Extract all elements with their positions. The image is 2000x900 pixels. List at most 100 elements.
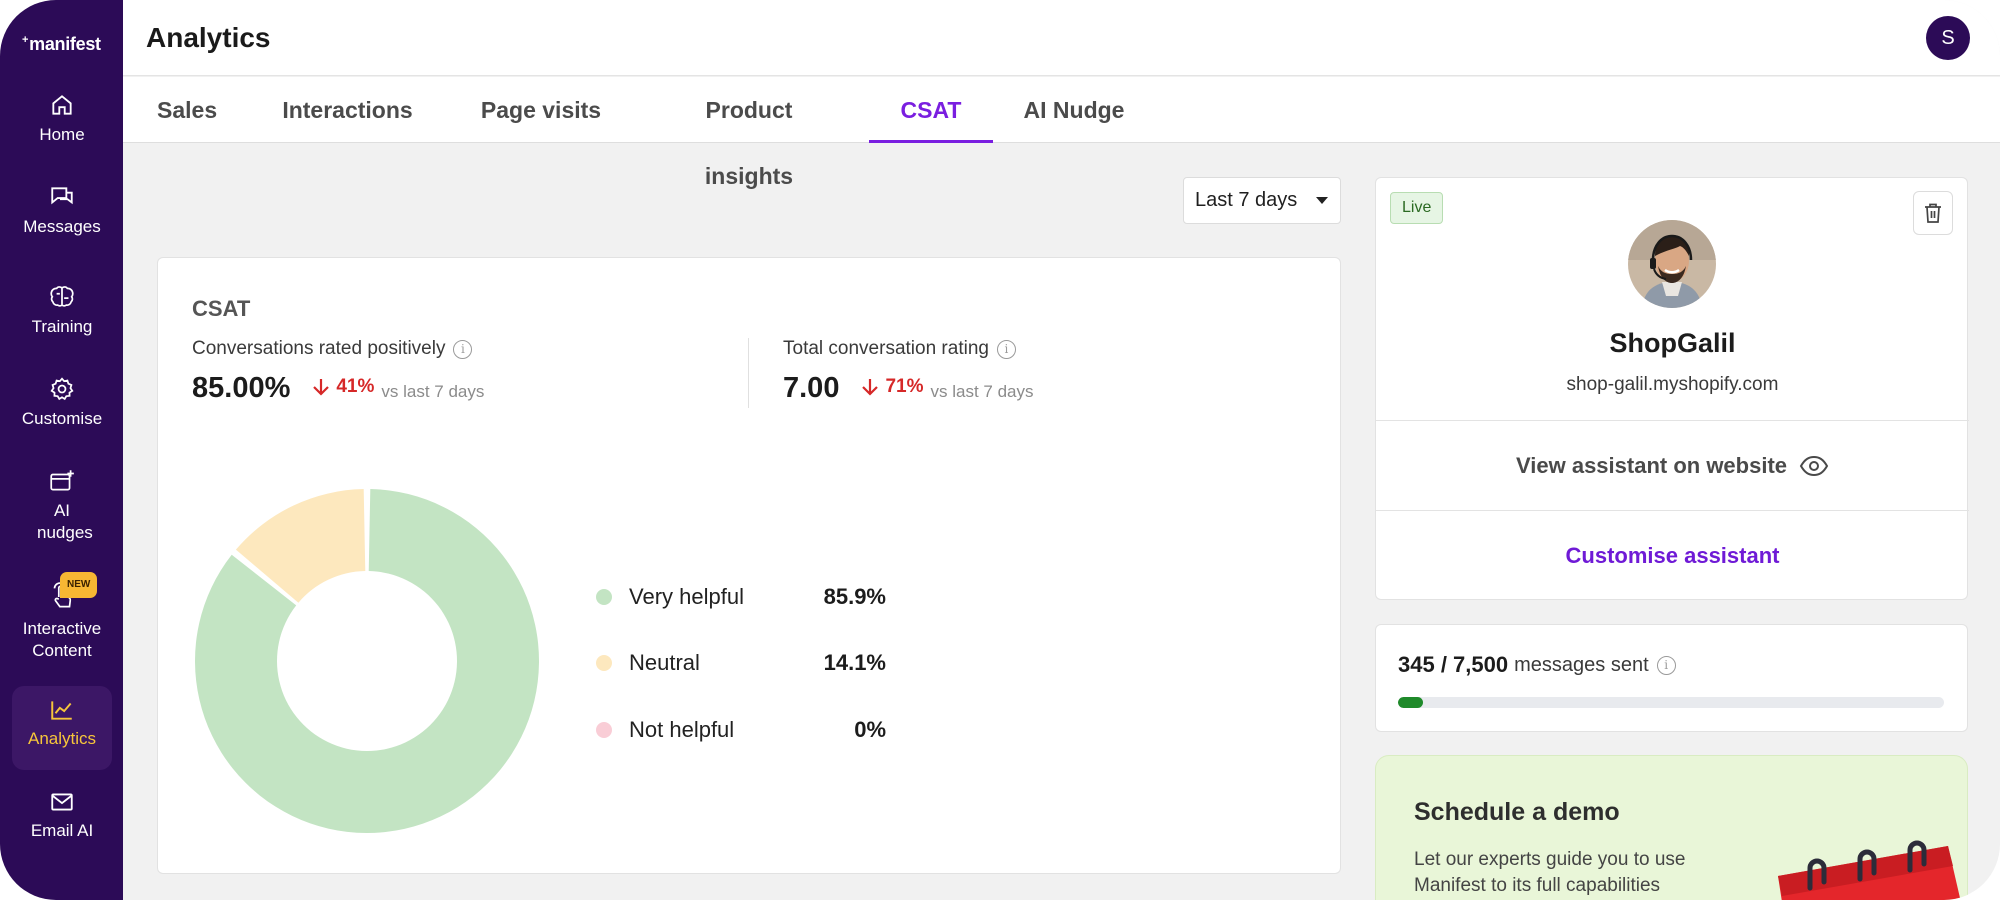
tab-page-visits[interactable]: Page visits [480,97,602,123]
mail-icon [51,793,73,811]
delta-badge: 41% [312,376,374,398]
sidebar-item-label: Analytics [27,729,97,748]
nudge-icon [50,470,74,491]
tab-interactions[interactable]: Interactions [282,97,413,123]
sidebar-item-label: Home [39,125,85,144]
header: Analytics S [123,0,2000,76]
legend-swatch [596,589,612,605]
donut-slice-very-helpful[interactable] [194,489,539,833]
sidebar-item-email-ai[interactable]: Email AI [12,790,112,854]
metric-label-text: Total conversation rating [783,338,989,359]
divider [1376,420,1969,421]
tab-csat[interactable]: CSAT [869,77,993,143]
gear-icon [50,377,74,401]
sidebar-item-label: Messages [23,217,101,236]
sidebar-item-messages[interactable]: Messages [12,184,112,248]
usage-count: 345 / 7,500 [1398,652,1509,677]
legend-value: 85.9% [823,584,886,609]
sidebar-item-label: Email AI [30,821,94,840]
donut-slice-neutral[interactable] [235,489,366,603]
comparison-text: vs last 7 days [930,382,1034,401]
sidebar-item-training[interactable]: Training [12,284,112,348]
info-icon[interactable]: i [996,339,1016,359]
legend-swatch [596,722,612,738]
person-avatar-image [1628,220,1716,308]
metric-value-row: 85.00% 41% vs last 7 days [192,372,484,405]
metric-value-row: 7.00 71% vs last 7 days [783,372,1033,405]
analytics-tabs: Sales Interactions Page visits Product i… [123,77,2000,189]
comparison-text: vs last 7 days [381,382,485,401]
sidebar: +manifest Home Messages Training Customi… [0,0,123,900]
sidebar-item-ai-nudges[interactable]: AI nudges [12,468,112,554]
delete-button[interactable] [1913,191,1953,235]
metric-positive-rate: Conversations rated positively i 85.00% … [192,338,484,405]
usage-suffix: messages sent [1514,653,1649,676]
legend-value: 0% [854,717,886,742]
metric-label-text: Conversations rated positively [192,338,446,359]
csat-title: CSAT [192,296,251,321]
csat-card: CSAT Conversations rated positively i 85… [157,257,1341,874]
legend-label: Not helpful [629,717,735,742]
sidebar-item-label: AI nudges [37,501,93,542]
customise-assistant-button[interactable]: Customise assistant [1565,543,1780,568]
usage-summary: 345 / 7,500 messages sent i [1398,652,1676,678]
view-assistant-button[interactable]: View assistant on website [1376,421,1969,510]
sidebar-item-label: Customise [21,409,103,428]
usage-progress-fill [1398,697,1424,708]
eye-icon [1799,455,1829,476]
sidebar-item-analytics[interactable]: Analytics [12,686,112,770]
logo-text: manifest [29,34,101,54]
home-icon [52,95,72,115]
tab-sales[interactable]: Sales [157,97,218,123]
metric-label: Total conversation rating i [783,338,1033,360]
metric-label: Conversations rated positively i [192,338,484,360]
delta-value: 41% [336,376,375,397]
trash-icon [1925,203,1941,223]
metric-divider [748,338,749,408]
csat-donut-chart [194,489,539,833]
status-badge: Live [1390,192,1444,224]
assistant-avatar [1628,220,1716,308]
legend-item: Very helpful 85.9% [596,584,886,610]
arrow-down-icon [862,379,879,396]
date-range-select[interactable]: Last 7 days [1183,177,1341,224]
metric-value: 85.00% [192,372,291,404]
calendar-illustration [1778,840,1961,900]
divider [1376,510,1969,511]
manifest-logo[interactable]: +manifest [22,34,101,54]
assistant-name: ShopGalil [1609,328,1736,358]
tab-ai-nudge[interactable]: AI Nudge [1023,97,1125,123]
sidebar-item-interactive-content[interactable]: NEW Interactive Content [12,572,112,666]
legend-label: Very helpful [629,584,744,609]
metric-value: 7.00 [783,372,840,404]
schedule-demo-card[interactable]: Schedule a demo Let our experts guide yo… [1375,755,1968,900]
new-badge: NEW [60,572,98,598]
chevron-down-icon [1316,197,1328,204]
page-title: Analytics [146,22,271,53]
metric-total-rating: Total conversation rating i 7.00 71% vs … [783,338,1033,405]
sidebar-item-customise[interactable]: Customise [12,376,112,440]
brain-icon [50,286,74,307]
chart-icon [51,701,72,720]
arrow-down-icon [313,379,330,396]
assistant-url[interactable]: shop-galil.myshopify.com [1566,374,1779,395]
legend-swatch [596,655,612,671]
messages-icon [51,187,73,205]
user-avatar[interactable]: S [1926,16,1970,60]
delta-value: 71% [885,376,924,397]
info-icon[interactable]: i [1656,655,1676,675]
demo-title: Schedule a demo [1414,798,1620,826]
tab-product-insights[interactable]: Product insights [704,97,794,189]
demo-description: Let our experts guide you to use Manifes… [1414,849,1686,896]
info-icon[interactable]: i [453,339,473,359]
assistant-card: Live ShopGalil shop-galil.myshopify.com [1375,177,1969,600]
sidebar-item-label: Training [31,317,93,336]
usage-progress-bar [1398,697,1944,708]
delta-badge: 71% [861,376,923,398]
legend-item: Not helpful 0% [596,717,886,743]
legend-label: Neutral [629,650,700,675]
legend-value: 14.1% [823,650,886,675]
message-usage-card: 345 / 7,500 messages sent i [1375,624,1968,732]
sidebar-item-home[interactable]: Home [12,92,112,156]
